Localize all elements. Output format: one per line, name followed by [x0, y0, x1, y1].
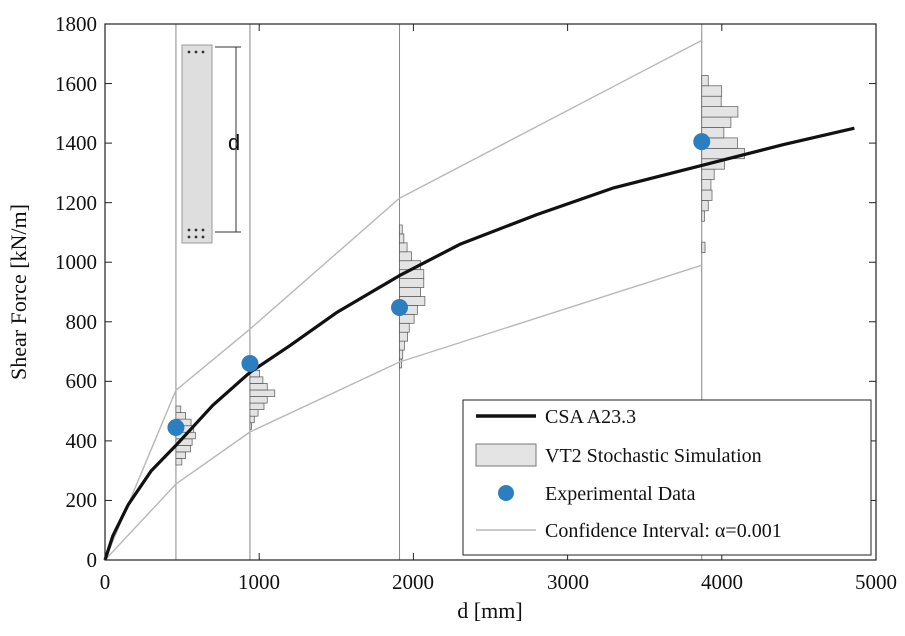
legend: CSA A23.3 VT2 Stochastic Simulation Expe… [462, 399, 872, 556]
depth-label: d [228, 130, 240, 155]
histogram-bar [701, 189, 713, 201]
histogram-bar [701, 85, 723, 97]
x-tick-label: 2000 [392, 570, 434, 594]
confidence-interval-line [104, 39, 703, 561]
histogram-bar [701, 241, 706, 253]
csa-a23-3-line [103, 126, 855, 561]
histogram-bar [249, 376, 264, 384]
axis-ticks [104, 23, 877, 561]
histogram-bar [399, 322, 410, 333]
bottom-rebar-dots [187, 228, 205, 239]
confidence-interval-line [104, 264, 703, 561]
histogram-bar [701, 75, 709, 87]
experimental-data-point [391, 298, 409, 316]
experimental-data-point [693, 133, 711, 151]
experimental-points [167, 133, 711, 436]
plot-frame [104, 23, 877, 561]
histogram-bar [701, 116, 732, 128]
x-tick-label: 4000 [701, 570, 743, 594]
histogram-bar [249, 396, 268, 404]
y-tick-label: 1400 [55, 131, 97, 155]
histogram-bar [399, 278, 425, 288]
histogram-bar [175, 445, 191, 453]
histogram-bar [175, 458, 183, 466]
histogram-bar [399, 349, 404, 360]
x-tick-labels: 0 1000 2000 3000 4000 5000 [100, 570, 897, 594]
histogram-bar [175, 405, 182, 413]
y-tick-label: 200 [66, 488, 98, 512]
histogram-bar [701, 168, 715, 180]
y-tick-label: 1000 [55, 250, 97, 274]
model-curve [103, 126, 855, 561]
x-tick-label: 1000 [238, 570, 280, 594]
histogram-bar [249, 422, 252, 430]
legend-swatch-experimental [498, 485, 514, 501]
x-axis-title: d [mm] [457, 598, 522, 623]
histogram-bar [249, 383, 268, 391]
section-body [181, 44, 213, 244]
top-rebar-dots [187, 50, 205, 54]
y-tick-label: 0 [87, 548, 98, 572]
y-tick-labels: 0 200 400 600 800 1000 1200 1400 1600 18… [55, 12, 97, 572]
histogram-bar [701, 106, 739, 118]
y-tick-label: 1600 [55, 72, 97, 96]
histogram-bar [701, 95, 722, 107]
histogram-bar [399, 251, 412, 262]
histogram-bar [249, 415, 255, 424]
legend-label-model: CSA A23.3 [545, 406, 636, 428]
experimental-data-point [167, 418, 185, 436]
section-sketch: d [181, 44, 241, 244]
histogram-bar [701, 200, 709, 212]
histogram-bar [249, 402, 265, 410]
histogram-bar [399, 233, 405, 244]
y-tick-label: 600 [66, 369, 98, 393]
x-tick-label: 3000 [547, 570, 589, 594]
histogram-bar [399, 224, 403, 235]
histogram-bar [175, 412, 186, 420]
histogram-bar [175, 451, 186, 459]
y-tick-label: 400 [66, 429, 98, 453]
histogram-bar [399, 331, 408, 342]
legend-label-confidence: Confidence Interval: α=0.001 [545, 520, 782, 542]
histogram-bar [701, 179, 712, 191]
y-tick-label: 800 [66, 310, 98, 334]
legend-label-experimental: Experimental Data [545, 483, 696, 505]
histogram-bar [399, 242, 408, 253]
legend-swatch-histogram [475, 443, 537, 467]
histogram-bar [701, 210, 705, 222]
histogram-bar [399, 287, 421, 297]
histogram-bar [399, 358, 403, 369]
y-tick-label: 1200 [55, 191, 97, 215]
y-tick-label: 1800 [55, 12, 97, 36]
histogram-bar [399, 340, 405, 351]
x-tick-label: 0 [100, 570, 111, 594]
legend-label-histogram: VT2 Stochastic Simulation [545, 445, 762, 467]
legend-box [462, 399, 872, 556]
confidence-interval [104, 39, 703, 561]
histogram-bar [249, 389, 276, 397]
y-axis-title: Shear Force [kN/m] [6, 204, 31, 380]
histogram-bar [249, 409, 259, 417]
experimental-data-point [241, 354, 259, 372]
x-tick-label: 5000 [855, 570, 897, 594]
